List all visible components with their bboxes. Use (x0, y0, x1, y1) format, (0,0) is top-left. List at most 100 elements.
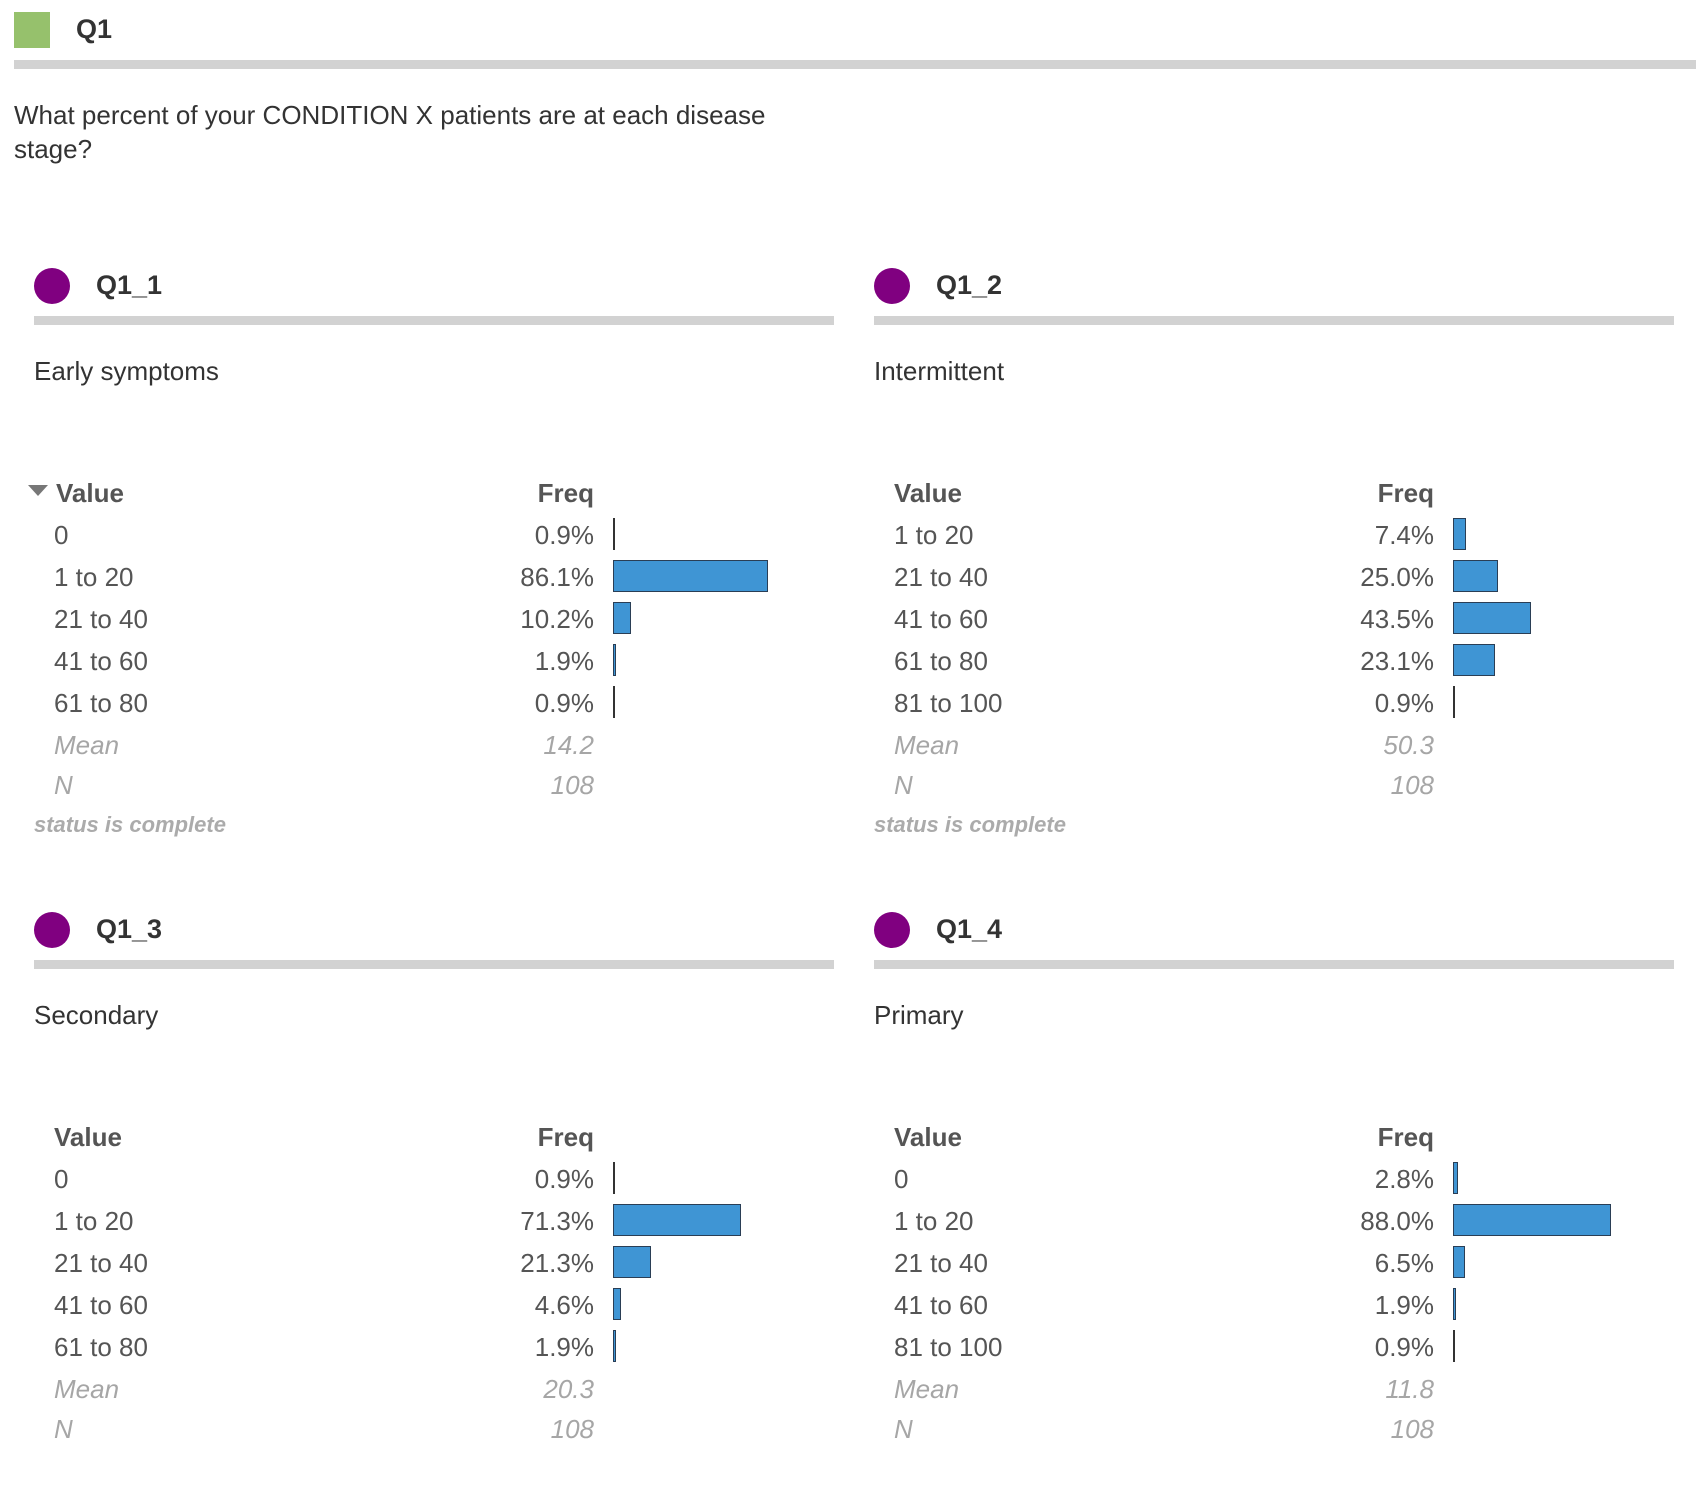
row-freq-label: 0.9% (1374, 688, 1434, 718)
value-header-label: Value (894, 1122, 962, 1152)
table-row: 0 2.8% (874, 1160, 1674, 1202)
n-value: 108 (1390, 1414, 1434, 1444)
row-value-label: 61 to 80 (894, 646, 988, 676)
question-divider (14, 60, 1696, 69)
row-freq-label: 23.1% (1360, 646, 1434, 676)
table-row: 41 to 60 4.6% (34, 1286, 834, 1328)
freq-bar (613, 602, 632, 634)
value-header-label: Value (894, 478, 962, 508)
n-label: N (894, 770, 913, 800)
chart-panel-q1-2: Q1_2 Intermittent Value Freq 1 to 20 7.4% 21 t… (874, 268, 1676, 868)
freq-bar (1453, 644, 1495, 676)
row-value-label: 21 to 40 (894, 1248, 988, 1278)
panel-title: Q1_1 (96, 270, 163, 300)
value-column-header[interactable]: Value (28, 478, 124, 509)
freq-bar (613, 560, 768, 592)
freq-bar (1453, 1204, 1612, 1236)
row-freq-label: 88.0% (1360, 1206, 1434, 1236)
row-value-label: 41 to 60 (54, 646, 148, 676)
value-header-label: Value (54, 1122, 122, 1152)
n-value: 108 (550, 770, 594, 800)
table-row: 1 to 20 71.3% (34, 1202, 834, 1244)
row-value-label: 21 to 40 (54, 1248, 148, 1278)
row-freq-label: 1.9% (534, 646, 594, 676)
row-value-label: 61 to 80 (54, 688, 148, 718)
mean-label: Mean (54, 1374, 120, 1404)
freq-bar (1453, 560, 1498, 592)
freq-bar (613, 1204, 742, 1236)
mean-label: Mean (894, 730, 960, 760)
table-row: 0 0.9% (34, 516, 834, 558)
panel-subtitle: Early symptoms (34, 356, 219, 386)
question-text: What percent of your CONDITION X patient… (14, 100, 766, 164)
freq-column-header[interactable]: Freq (537, 1122, 594, 1152)
row-value-label: 41 to 60 (894, 1290, 988, 1320)
table-row: 21 to 40 10.2% (34, 600, 834, 642)
chart-panel-q1-1: Q1_1 Early symptoms Value Freq 0 0.9% 1 to 20 8… (28, 268, 836, 868)
row-value-label: 21 to 40 (894, 562, 988, 592)
status-text: status is complete (34, 812, 226, 837)
variable-dot (34, 268, 70, 304)
row-freq-label: 0.9% (1374, 1332, 1434, 1362)
question-color-square (14, 12, 50, 48)
row-value-label: 0 (54, 520, 69, 550)
freq-bar (1453, 602, 1532, 634)
freq-bar (1453, 1246, 1465, 1278)
freq-bar (613, 1246, 652, 1278)
row-freq-label: 2.8% (1374, 1164, 1434, 1194)
freq-bar (613, 518, 615, 550)
row-freq-label: 0.9% (534, 688, 594, 718)
value-column-header[interactable]: Value (894, 1122, 962, 1153)
row-freq-label: 43.5% (1360, 604, 1434, 634)
mean-value: 50.3 (1383, 730, 1434, 760)
table-row: 61 to 80 0.9% (34, 684, 834, 726)
table-row: 81 to 100 0.9% (874, 684, 1674, 726)
row-value-label: 0 (894, 1164, 909, 1194)
row-value-label: 81 to 100 (894, 688, 1003, 718)
variable-dot (874, 268, 910, 304)
freq-bar (613, 644, 617, 676)
table-row: 81 to 100 0.9% (874, 1328, 1674, 1370)
variable-dot (34, 912, 70, 948)
value-column-header[interactable]: Value (54, 1122, 122, 1153)
table-row: 61 to 80 23.1% (874, 642, 1674, 684)
row-freq-label: 0.9% (534, 520, 594, 550)
row-freq-label: 4.6% (534, 1290, 594, 1320)
row-value-label: 41 to 60 (54, 1290, 148, 1320)
value-column-header[interactable]: Value (894, 478, 962, 509)
status-text: status is complete (874, 812, 1066, 837)
freq-bar (613, 1330, 617, 1362)
sort-descending-icon[interactable] (28, 485, 48, 496)
freq-column-header[interactable]: Freq (1377, 1122, 1434, 1152)
row-freq-label: 10.2% (520, 604, 594, 634)
freq-column-header[interactable]: Freq (537, 478, 594, 508)
freq-bar (613, 1288, 622, 1320)
panel-divider (874, 316, 1674, 325)
table-row: 21 to 40 21.3% (34, 1244, 834, 1286)
mean-value: 11.8 (1385, 1374, 1434, 1404)
freq-bar (613, 686, 615, 718)
freq-bar (1453, 1288, 1457, 1320)
panel-title: Q1_3 (96, 914, 163, 944)
row-value-label: 1 to 20 (894, 520, 974, 550)
table-row: 1 to 20 7.4% (874, 516, 1674, 558)
freq-column-header[interactable]: Freq (1377, 478, 1434, 508)
row-freq-label: 21.3% (520, 1248, 594, 1278)
panel-divider (34, 316, 834, 325)
mean-label: Mean (54, 730, 120, 760)
row-value-label: 81 to 100 (894, 1332, 1003, 1362)
row-value-label: 1 to 20 (54, 1206, 134, 1236)
row-freq-label: 1.9% (534, 1332, 594, 1362)
panel-divider (874, 960, 1674, 969)
row-value-label: 61 to 80 (54, 1332, 148, 1362)
row-freq-label: 0.9% (534, 1164, 594, 1194)
row-freq-label: 1.9% (1374, 1290, 1434, 1320)
chart-panel-q1-3: Q1_3 Secondary Value Freq 0 0.9% 1 to 20 71.3% 2… (34, 912, 836, 1512)
question-header: Q1 (14, 12, 1696, 70)
mean-value: 14.2 (543, 730, 594, 760)
row-freq-label: 86.1% (520, 562, 594, 592)
variable-dot (874, 912, 910, 948)
table-row: 61 to 80 1.9% (34, 1328, 834, 1370)
panel-subtitle: Intermittent (874, 356, 1005, 386)
value-header-label: Value (56, 478, 124, 508)
